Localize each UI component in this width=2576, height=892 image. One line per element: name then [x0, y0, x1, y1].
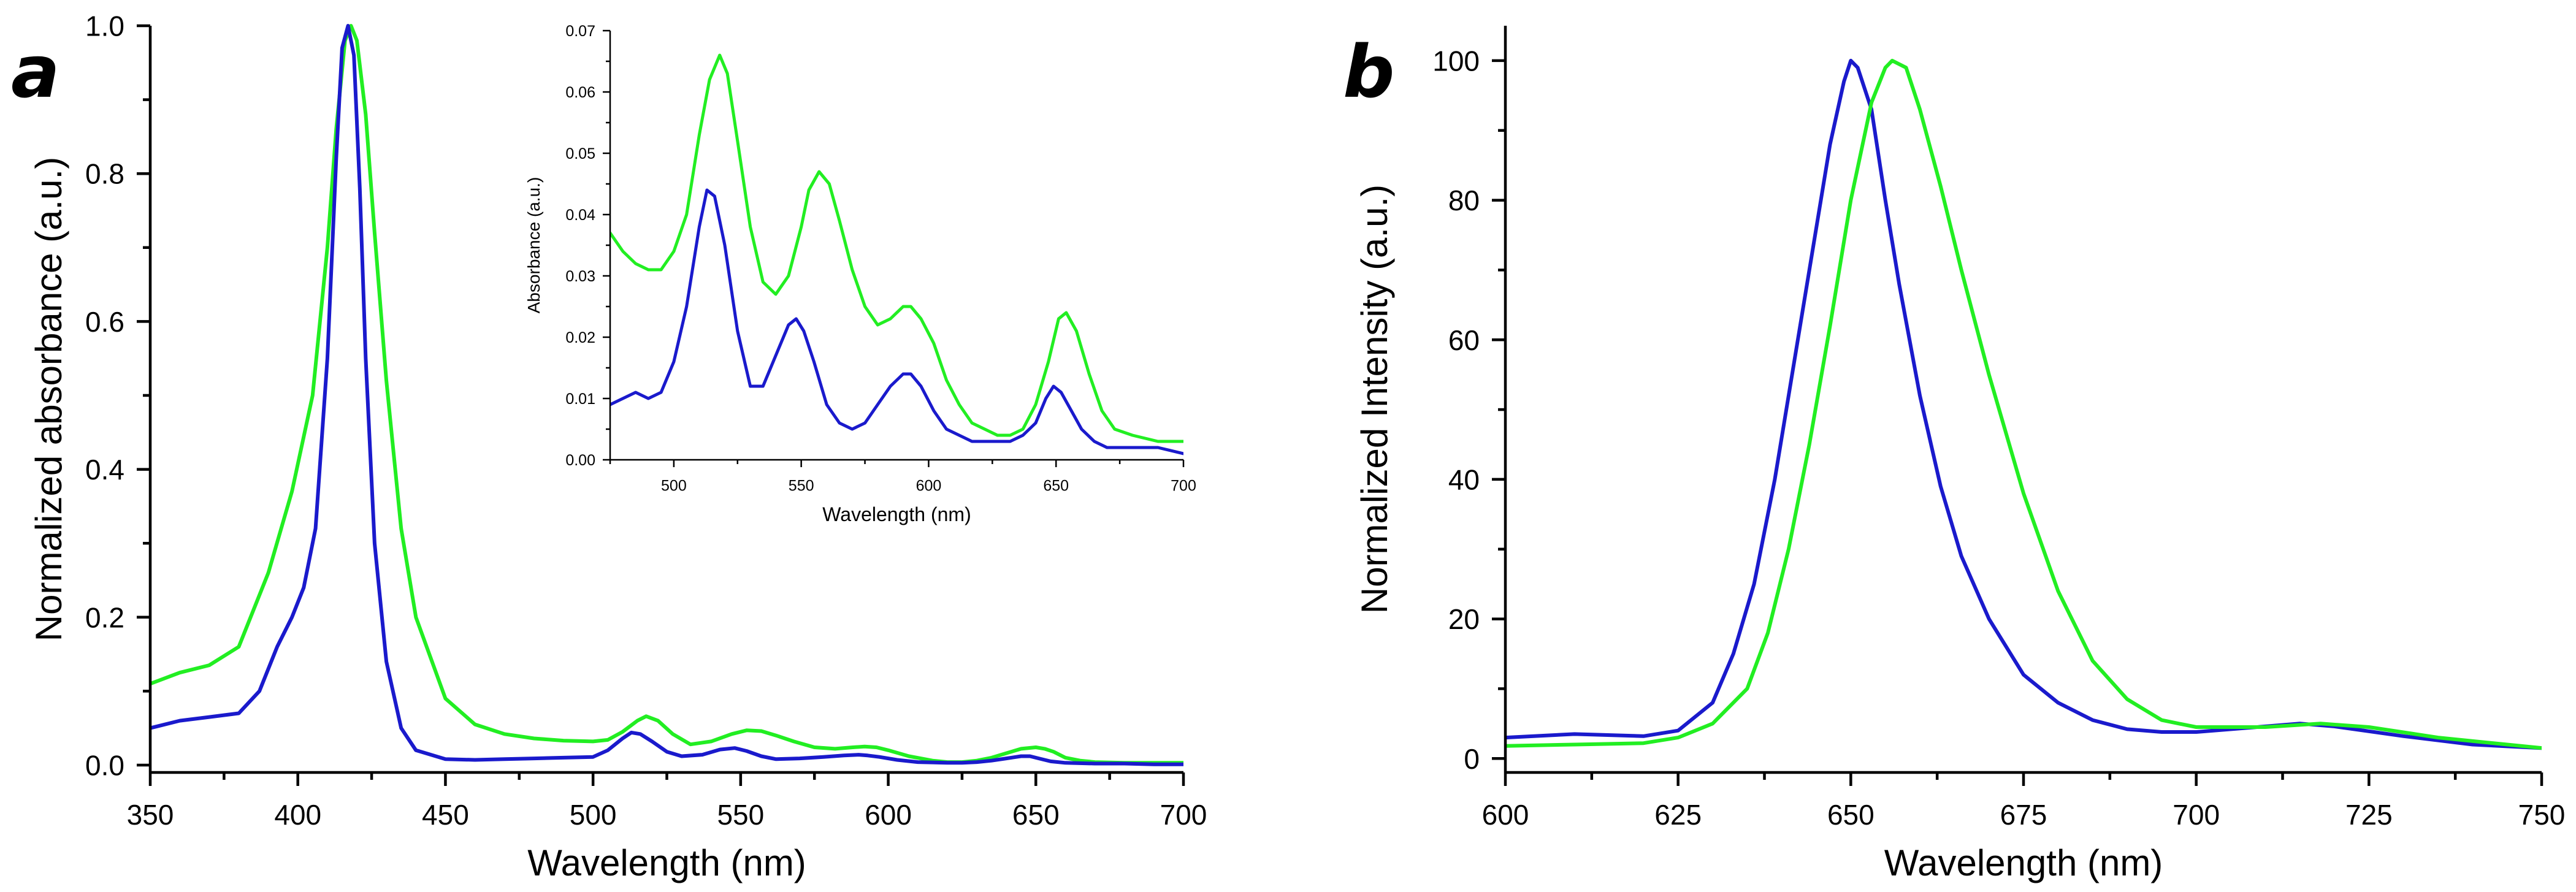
- absorbance-x-tick-label: 600: [865, 799, 912, 831]
- emission-y-tick-label: 100: [1432, 45, 1480, 77]
- inset-series-blue: [610, 188, 1183, 456]
- inset-y-tick-label: 0.05: [565, 145, 595, 162]
- absorbance-x-tick-label: 700: [1160, 799, 1207, 831]
- inset-x-axis-label: Wavelength (nm): [822, 503, 971, 525]
- emission-chart: 600 625 650 675 700 725 750 0 20 40 60 80 100 Wavele…: [1354, 26, 2565, 883]
- absorbance-x-tick-label: 450: [422, 799, 469, 831]
- inset-x-tick-label: 550: [789, 478, 814, 495]
- emission-x-tick-label: 600: [1482, 799, 1529, 831]
- emission-y-axis-label: Normalized Intensity (a.u.): [1354, 185, 1395, 614]
- inset-x-tick-label: 600: [916, 478, 942, 495]
- absorbance-inset-chart: 500 550 600 650 700 0.00 0.01 0.02 0.03 0.04 0.05 0…: [524, 23, 1196, 525]
- absorbance-x-tick-label: 350: [127, 799, 174, 831]
- emission-y-tick-label: 80: [1448, 185, 1480, 216]
- inset-y-tick-label: 0.06: [565, 84, 595, 101]
- inset-y-tick-label: 0.07: [565, 23, 595, 40]
- absorbance-y-tick-label: 0.6: [85, 306, 124, 338]
- inset-series-layer: [610, 31, 1183, 460]
- emission-x-tick-label: 700: [2173, 799, 2220, 831]
- emission-y-tick-label: 40: [1448, 463, 1480, 495]
- panel-letter-b: b: [1343, 29, 1394, 114]
- emission-x-tick-label: 675: [2000, 799, 2047, 831]
- absorbance-axes: 350 400 450 500 550 600 650 700 0.0 0.2 0.4 0.6 0.8 1…: [85, 10, 1207, 831]
- emission-x-tick-label: 625: [1654, 799, 1702, 831]
- absorbance-y-tick-label: 0.2: [85, 601, 124, 633]
- absorbance-y-tick-label: 0.0: [85, 750, 124, 782]
- emission-y-tick-label: 0: [1464, 743, 1480, 775]
- emission-x-axis-label: Wavelength (nm): [1884, 842, 2163, 883]
- inset-x-tick-label: 700: [1171, 478, 1196, 495]
- inset-y-tick-label: 0.01: [565, 391, 595, 408]
- inset-y-tick-label: 0.03: [565, 268, 595, 285]
- inset-y-tick-label: 0.00: [565, 452, 595, 469]
- panel-letter-a: a: [11, 29, 60, 114]
- emission-x-tick-label: 650: [1827, 799, 1875, 831]
- absorbance-y-tick-label: 0.4: [85, 454, 124, 486]
- emission-axes: 600 625 650 675 700 725 750 0 20 40 60 80 100: [1432, 26, 2565, 831]
- absorbance-y-axis-label: Normalized absorbance (a.u.): [28, 157, 69, 641]
- inset-y-axis-label: Absorbance (a.u.): [524, 177, 543, 314]
- emission-y-tick-label: 20: [1448, 603, 1480, 635]
- absorbance-y-tick-label: 0.8: [85, 158, 124, 190]
- emission-x-tick-label: 750: [2518, 799, 2566, 831]
- inset-y-tick-label: 0.04: [565, 207, 595, 224]
- inset-x-tick-label: 500: [661, 478, 687, 495]
- emission-x-tick-label: 725: [2345, 799, 2393, 831]
- emission-y-tick-label: 60: [1448, 324, 1480, 356]
- absorbance-y-tick-label: 1.0: [85, 10, 124, 42]
- absorbance-x-tick-label: 550: [717, 799, 764, 831]
- absorbance-x-tick-label: 500: [570, 799, 617, 831]
- inset-axes: 500 550 600 650 700 0.00 0.01 0.02 0.03 0.04 0.05 0…: [565, 23, 1196, 495]
- absorbance-x-tick-label: 650: [1012, 799, 1060, 831]
- inset-x-tick-label: 650: [1043, 478, 1069, 495]
- inset-y-tick-label: 0.02: [565, 329, 595, 346]
- emission-plot-area: [1505, 26, 2542, 772]
- inset-series-green: [610, 53, 1183, 443]
- emission-series-layer: [1505, 26, 2542, 772]
- absorbance-series-blue: [150, 24, 1183, 766]
- absorbance-x-axis-label: Wavelength (nm): [527, 842, 806, 883]
- emission-series-green: [1505, 58, 2542, 750]
- absorbance-x-tick-label: 400: [274, 799, 321, 831]
